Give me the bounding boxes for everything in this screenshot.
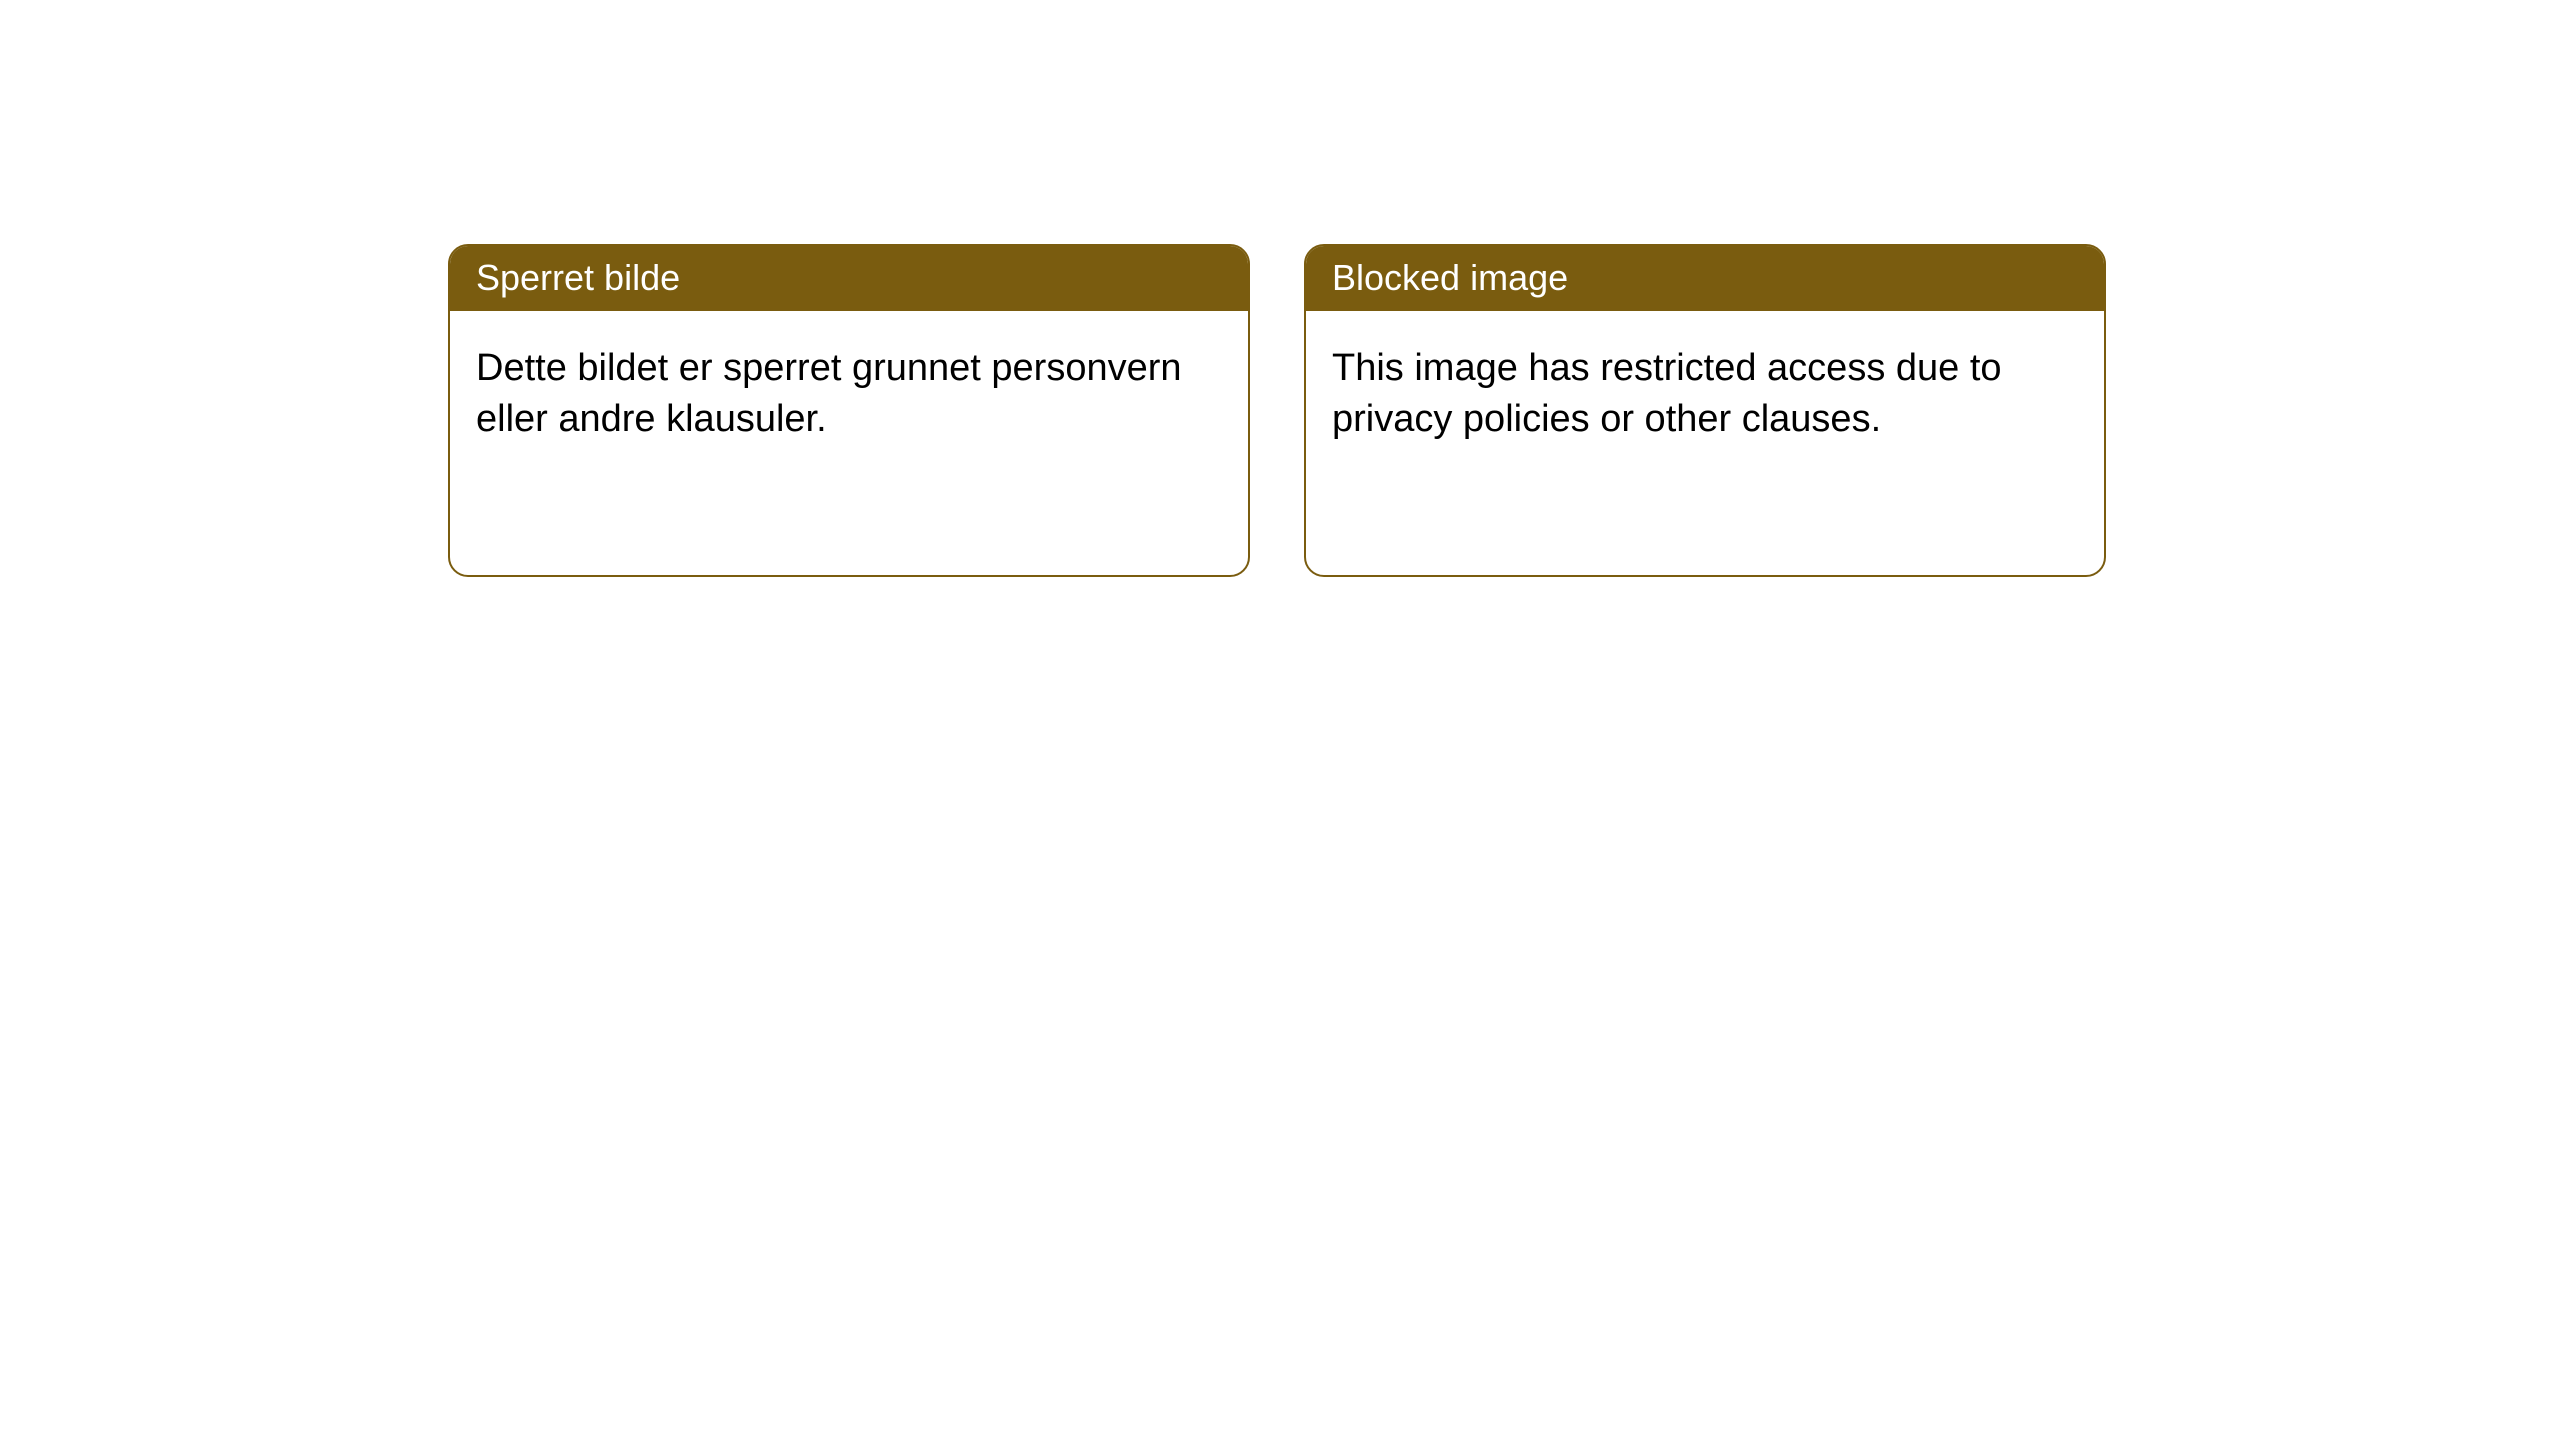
blocked-image-card-en: Blocked image This image has restricted …: [1304, 244, 2106, 577]
blocked-image-card-no: Sperret bilde Dette bildet er sperret gr…: [448, 244, 1250, 577]
card-body-no: Dette bildet er sperret grunnet personve…: [450, 311, 1248, 478]
card-header-no: Sperret bilde: [450, 246, 1248, 311]
notice-cards-container: Sperret bilde Dette bildet er sperret gr…: [0, 0, 2560, 577]
card-header-en: Blocked image: [1306, 246, 2104, 311]
card-body-en: This image has restricted access due to …: [1306, 311, 2104, 478]
